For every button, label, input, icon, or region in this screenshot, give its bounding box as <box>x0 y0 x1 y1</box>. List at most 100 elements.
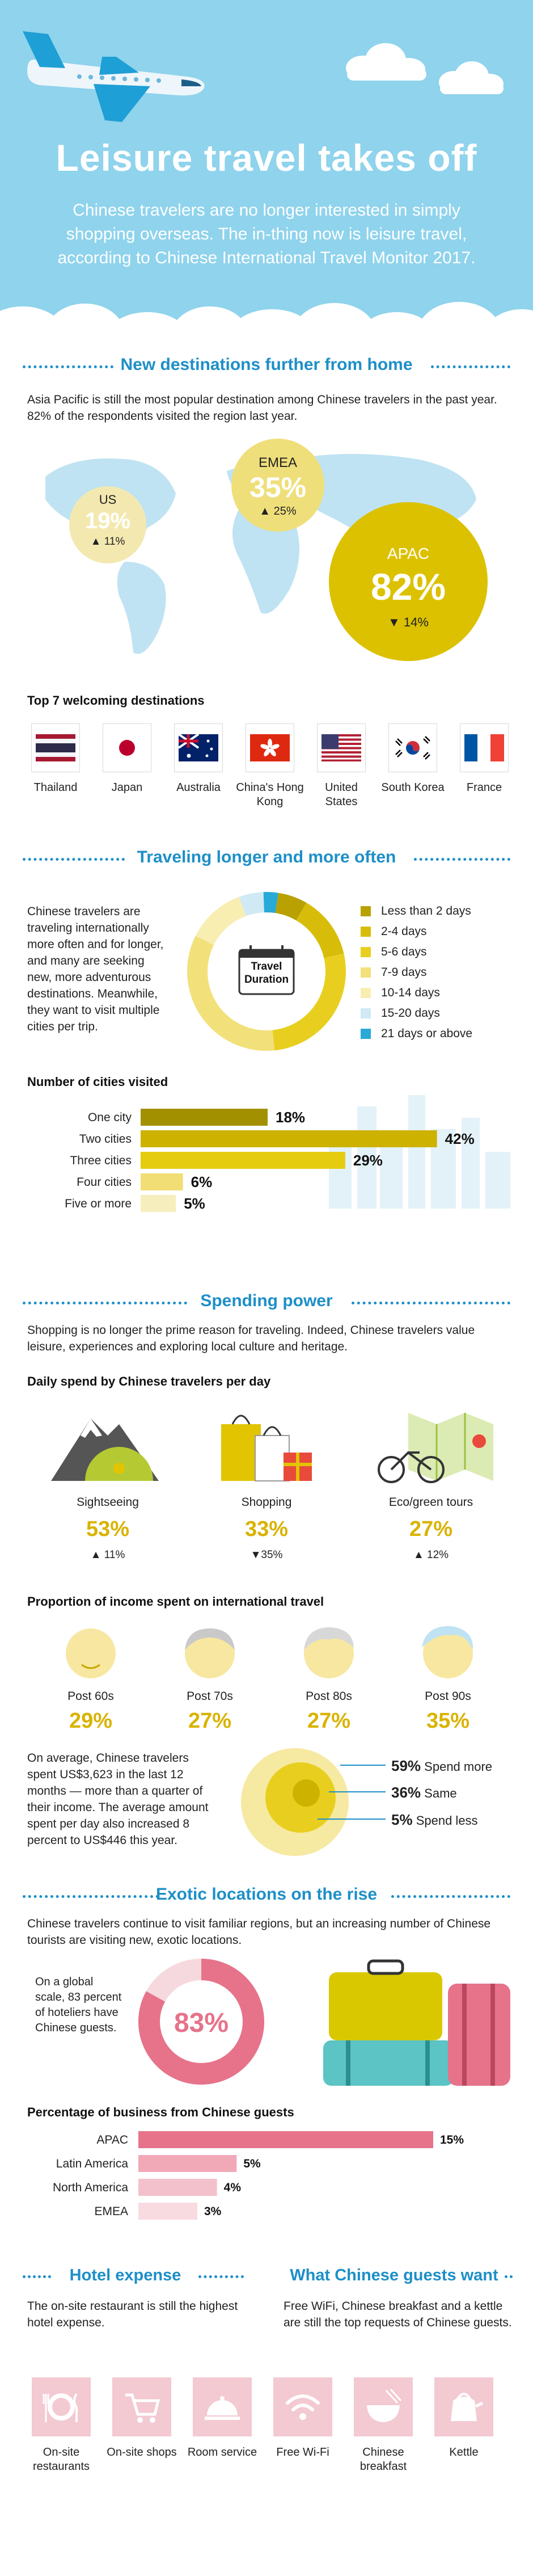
daily-change: ▼35% <box>250 1549 283 1561</box>
business-bar-value: 15% <box>440 2133 464 2146</box>
divider <box>391 1895 510 1898</box>
business-bar-value: 4% <box>224 2181 242 2194</box>
business-bar <box>138 2131 433 2148</box>
business-bar-value: 5% <box>243 2157 261 2170</box>
city-bar-value: 18% <box>276 1109 305 1126</box>
divider <box>431 365 510 368</box>
south-korea-flag-icon <box>389 724 437 772</box>
donut-slice <box>272 953 346 1051</box>
daily-pct: 53% <box>86 1517 130 1541</box>
cloud-bank-icon <box>0 302 533 346</box>
legend-item: 21 days or above <box>361 1024 519 1044</box>
daily-label: Eco/green tours <box>388 1496 473 1509</box>
page-title: Leisure travel takes off <box>56 137 477 179</box>
generation-pct: 29% <box>69 1709 113 1733</box>
spending-intro: Shopping is no longer the prime reason f… <box>27 1324 475 1353</box>
divider <box>23 1895 159 1898</box>
luggage-icon <box>323 1959 510 2086</box>
shopping-icon <box>221 1415 312 1481</box>
region-label-emea: EMEA <box>258 455 297 470</box>
donut-slice <box>263 892 278 914</box>
daily-spend-heading: Daily spend by Chinese travelers per day <box>27 1374 271 1388</box>
city-category-label: One city <box>88 1111 132 1124</box>
business-region-label: Latin America <box>56 2157 129 2170</box>
city-bar <box>141 1130 437 1147</box>
section-title-hotel-expense: Hotel expense <box>69 2266 181 2284</box>
duration-donut <box>187 892 346 1051</box>
destination-label: Japan <box>111 781 143 794</box>
us-bubble <box>69 486 146 563</box>
room-service-icon <box>193 2377 252 2436</box>
donut-slice <box>187 936 275 1051</box>
destination-label: South Korea <box>381 781 445 794</box>
page-subtitle: Chinese travelers are no longer interest… <box>57 201 476 267</box>
destination-label: Australia <box>176 781 221 794</box>
post-70s-face-icon <box>185 1628 235 1678</box>
divider <box>198 2275 244 2278</box>
legend-swatch <box>361 1008 371 1018</box>
spend-trend-row: 36% Same <box>391 1784 457 1801</box>
city-category-label: Four cities <box>77 1176 132 1189</box>
duration-legend: Less than 2 days 2-4 days 5-6 days 7-9 d… <box>361 901 519 1044</box>
city-category-label: Five or more <box>65 1197 132 1210</box>
tile-label: Free Wi-Fi <box>276 2446 329 2459</box>
business-region-label: APAC <box>96 2133 128 2146</box>
eco-tour-icon <box>378 1413 493 1483</box>
daily-pct: 27% <box>409 1517 453 1541</box>
city-bar-value: 29% <box>353 1152 383 1169</box>
legend-swatch <box>361 947 371 957</box>
apac-bubble <box>329 502 488 661</box>
generation-faces <box>66 1626 473 1678</box>
destination-label: France <box>466 781 502 794</box>
legend-item: 10-14 days <box>361 983 519 1003</box>
post-60s-face-icon <box>66 1628 116 1678</box>
destination-label: Thailand <box>33 781 78 794</box>
tile-label: On-site restaurants <box>32 2446 90 2473</box>
donut-slice <box>195 896 247 945</box>
city-bar-value: 42% <box>445 1130 475 1147</box>
region-change-emea: ▲ 25% <box>259 505 297 517</box>
city-category-label: Three cities <box>70 1154 132 1167</box>
divider <box>23 2275 51 2278</box>
restaurant-icon <box>32 2377 91 2436</box>
hotelier-donut <box>138 1959 264 2085</box>
tile-label: Kettle <box>449 2446 479 2459</box>
hotelier-text: On a global scale, 83 percent of hotelie… <box>35 1976 122 2034</box>
airplane-icon <box>23 31 205 122</box>
destinations-intro: Asia Pacific is still the most popular d… <box>27 393 497 423</box>
exotic-intro: Chinese travelers continue to visit fami… <box>27 1917 491 1947</box>
donut-slice <box>296 902 344 958</box>
generation-label: Post 60s <box>67 1690 114 1703</box>
divider <box>23 1302 187 1304</box>
cloud-icon <box>346 43 504 94</box>
business-bar-value: 3% <box>204 2205 222 2218</box>
divider <box>505 2275 513 2278</box>
city-bar <box>141 1173 183 1190</box>
legend-swatch <box>361 927 371 937</box>
generation-label: Post 80s <box>306 1690 352 1703</box>
wifi-icon <box>273 2377 332 2436</box>
region-pct-emea: 35% <box>249 472 307 503</box>
city-bar <box>141 1109 268 1126</box>
divider <box>414 858 510 861</box>
donut-slice <box>239 892 264 916</box>
region-label-apac: APAC <box>387 545 430 562</box>
business-region-label: North America <box>53 2181 128 2194</box>
japan-flag-icon <box>103 724 151 772</box>
daily-label: Sightseeing <box>77 1496 139 1509</box>
divider <box>23 858 125 861</box>
post-90s-face-icon <box>422 1626 473 1678</box>
australia-flag-icon <box>175 724 222 772</box>
business-bar-chart: APAC 15% Latin America 5% North America 4% EME… <box>53 2131 464 2220</box>
income-heading: Proportion of income spent on internatio… <box>27 1594 324 1609</box>
region-label-us: US <box>99 493 117 507</box>
sky-illustration <box>0 31 533 346</box>
tile-label: Room service <box>187 2446 257 2459</box>
divider <box>23 365 113 368</box>
business-heading: Percentage of business from Chinese gues… <box>27 2105 294 2119</box>
spend-trend-row: 5% Spend less <box>391 1811 478 1828</box>
region-change-apac: ▼ 14% <box>388 615 429 629</box>
hero-banner: Leisure travel takes off Chinese travele… <box>0 0 533 346</box>
united-states-flag-icon <box>318 724 365 772</box>
daily-pct: 33% <box>244 1517 289 1541</box>
